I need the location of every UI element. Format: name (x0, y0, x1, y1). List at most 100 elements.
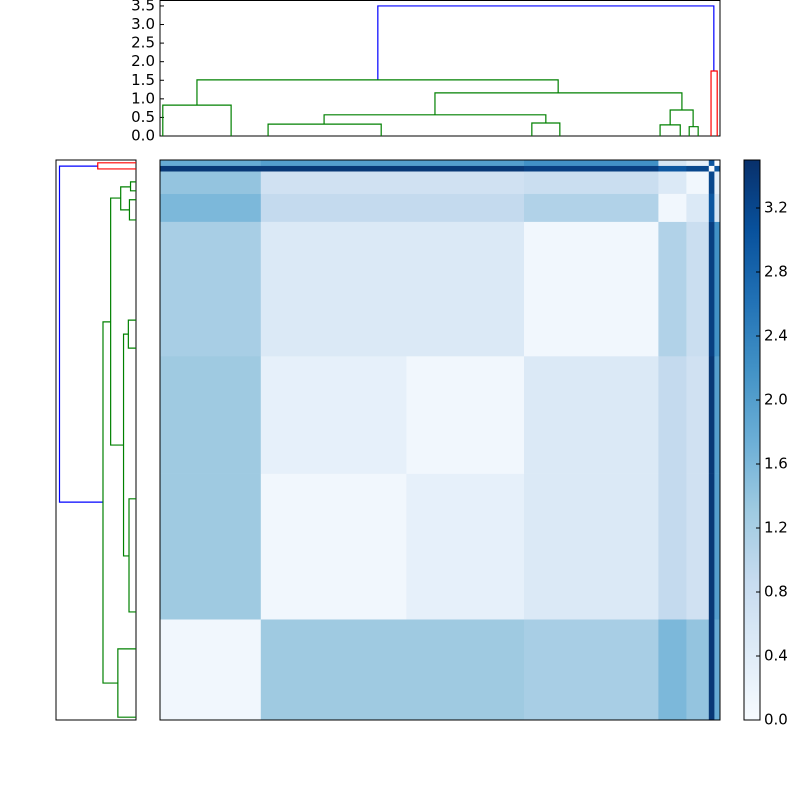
heatmap-cell (714, 193, 721, 222)
heatmap-cell (714, 160, 721, 166)
colorbar-tick-label: 0.0 (764, 711, 788, 729)
heatmap-cell (160, 193, 262, 222)
heatmap-cell (260, 160, 407, 166)
y-tick-label: 1.5 (131, 71, 155, 89)
left-dendrogram-link (120, 186, 131, 211)
heatmap-cell (524, 160, 659, 166)
heatmap-cell (406, 160, 525, 166)
colorbar-tick-label: 1.6 (764, 455, 788, 473)
heatmap-cell (160, 356, 262, 474)
heatmap-cell (260, 356, 407, 474)
left-dendrogram-link (97, 162, 136, 170)
heatmap-cell (686, 165, 710, 172)
heatmap-cell (260, 221, 407, 357)
heatmap-cell (658, 473, 687, 620)
left-dendrogram-link (58, 165, 103, 503)
top-dendrogram-link (710, 70, 718, 136)
heatmap-cell (658, 193, 687, 222)
heatmap-cell (160, 165, 262, 172)
colorbar-tick-label: 1.2 (764, 519, 788, 537)
heatmap-cell (260, 171, 407, 194)
heatmap-cell (658, 160, 687, 166)
heatmap-cell (260, 165, 407, 172)
heatmap-cell (708, 171, 715, 194)
heatmap-cell (714, 473, 721, 620)
heatmap-cell (708, 619, 715, 721)
left-dendrogram-link (127, 319, 136, 349)
left-dendrogram-link (128, 498, 136, 613)
heatmap-cell (686, 193, 710, 222)
top-dendrogram-link (434, 92, 683, 115)
heatmap-cell (160, 619, 262, 721)
heatmap-cell (406, 193, 525, 222)
top-dendrogram-link (162, 104, 232, 136)
heatmap-cell (686, 356, 710, 474)
y-tick-label: 3.5 (131, 0, 155, 14)
heatmap-cell (686, 221, 710, 357)
heatmap-cell (658, 171, 687, 194)
heatmap-cell (406, 171, 525, 194)
colorbar-tick-label: 0.4 (764, 647, 788, 665)
heatmap-cell (524, 193, 659, 222)
left-dendrogram-link (128, 199, 136, 221)
heatmap-cell (658, 356, 687, 474)
heatmap-cell (708, 165, 715, 172)
heatmap-cell (714, 171, 721, 194)
y-tick-label: 0.5 (131, 108, 155, 126)
heatmap-cell (708, 193, 715, 222)
top-dendrogram-link (531, 122, 561, 136)
heatmap-cell (708, 356, 715, 474)
y-tick-label: 0.0 (131, 127, 155, 145)
heatmap-cell (524, 356, 659, 474)
heatmap-cell (406, 221, 525, 357)
heatmap-cell (686, 619, 710, 721)
heatmap-cell (658, 165, 687, 172)
colorbar-tick-label: 3.2 (764, 199, 788, 217)
heatmap-cell (714, 221, 721, 357)
colorbar-tick-label: 0.8 (764, 583, 788, 601)
top-dendrogram-link (669, 109, 694, 127)
heatmap-cell (658, 619, 687, 721)
colorbar-tick-label: 2.0 (764, 391, 788, 409)
heatmap-cell (686, 473, 710, 620)
y-tick-label: 3.0 (131, 15, 155, 33)
heatmap-cell (658, 221, 687, 357)
heatmap-cell (686, 160, 710, 166)
heatmap-cell (160, 221, 262, 357)
heatmap-cell (524, 221, 659, 357)
colorbar-tick-label: 2.4 (764, 327, 788, 345)
y-tick-label: 2.0 (131, 52, 155, 70)
heatmap-cell (260, 619, 407, 721)
top-dendrogram-link (659, 124, 681, 136)
heatmap-cell (524, 171, 659, 194)
heatmap-cell (524, 619, 659, 721)
heatmap-cell (714, 356, 721, 474)
heatmap-cell (406, 619, 525, 721)
colorbar (743, 159, 761, 721)
y-tick-label: 1.0 (131, 89, 155, 107)
heatmap-cell (160, 473, 262, 620)
colorbar-tick-label: 2.8 (764, 263, 788, 281)
heatmap-cell (708, 473, 715, 620)
heatmap-cell (160, 160, 262, 166)
top-dendrogram-link (688, 126, 699, 136)
heatmap-cell (686, 171, 710, 194)
heatmap-cell (708, 160, 715, 166)
heatmap-cell (406, 473, 525, 620)
top-dendrogram-frame (159, 0, 721, 137)
left-dendrogram-link (122, 333, 130, 557)
heatmap-cell (524, 473, 659, 620)
heatmap-cell (714, 619, 721, 721)
heatmap-cell (406, 165, 525, 172)
left-dendrogram-link (110, 197, 124, 446)
left-dendrogram-link (129, 181, 136, 192)
left-dendrogram-frame (55, 159, 137, 721)
heatmap-cell (714, 165, 721, 172)
heatmap-cell (160, 171, 262, 194)
top-dendrogram-link (196, 79, 559, 106)
top-dendrogram-link (377, 5, 715, 80)
heatmap-cell (260, 193, 407, 222)
top-dendrogram-link (323, 114, 547, 125)
top-dendrogram-link (267, 123, 382, 136)
